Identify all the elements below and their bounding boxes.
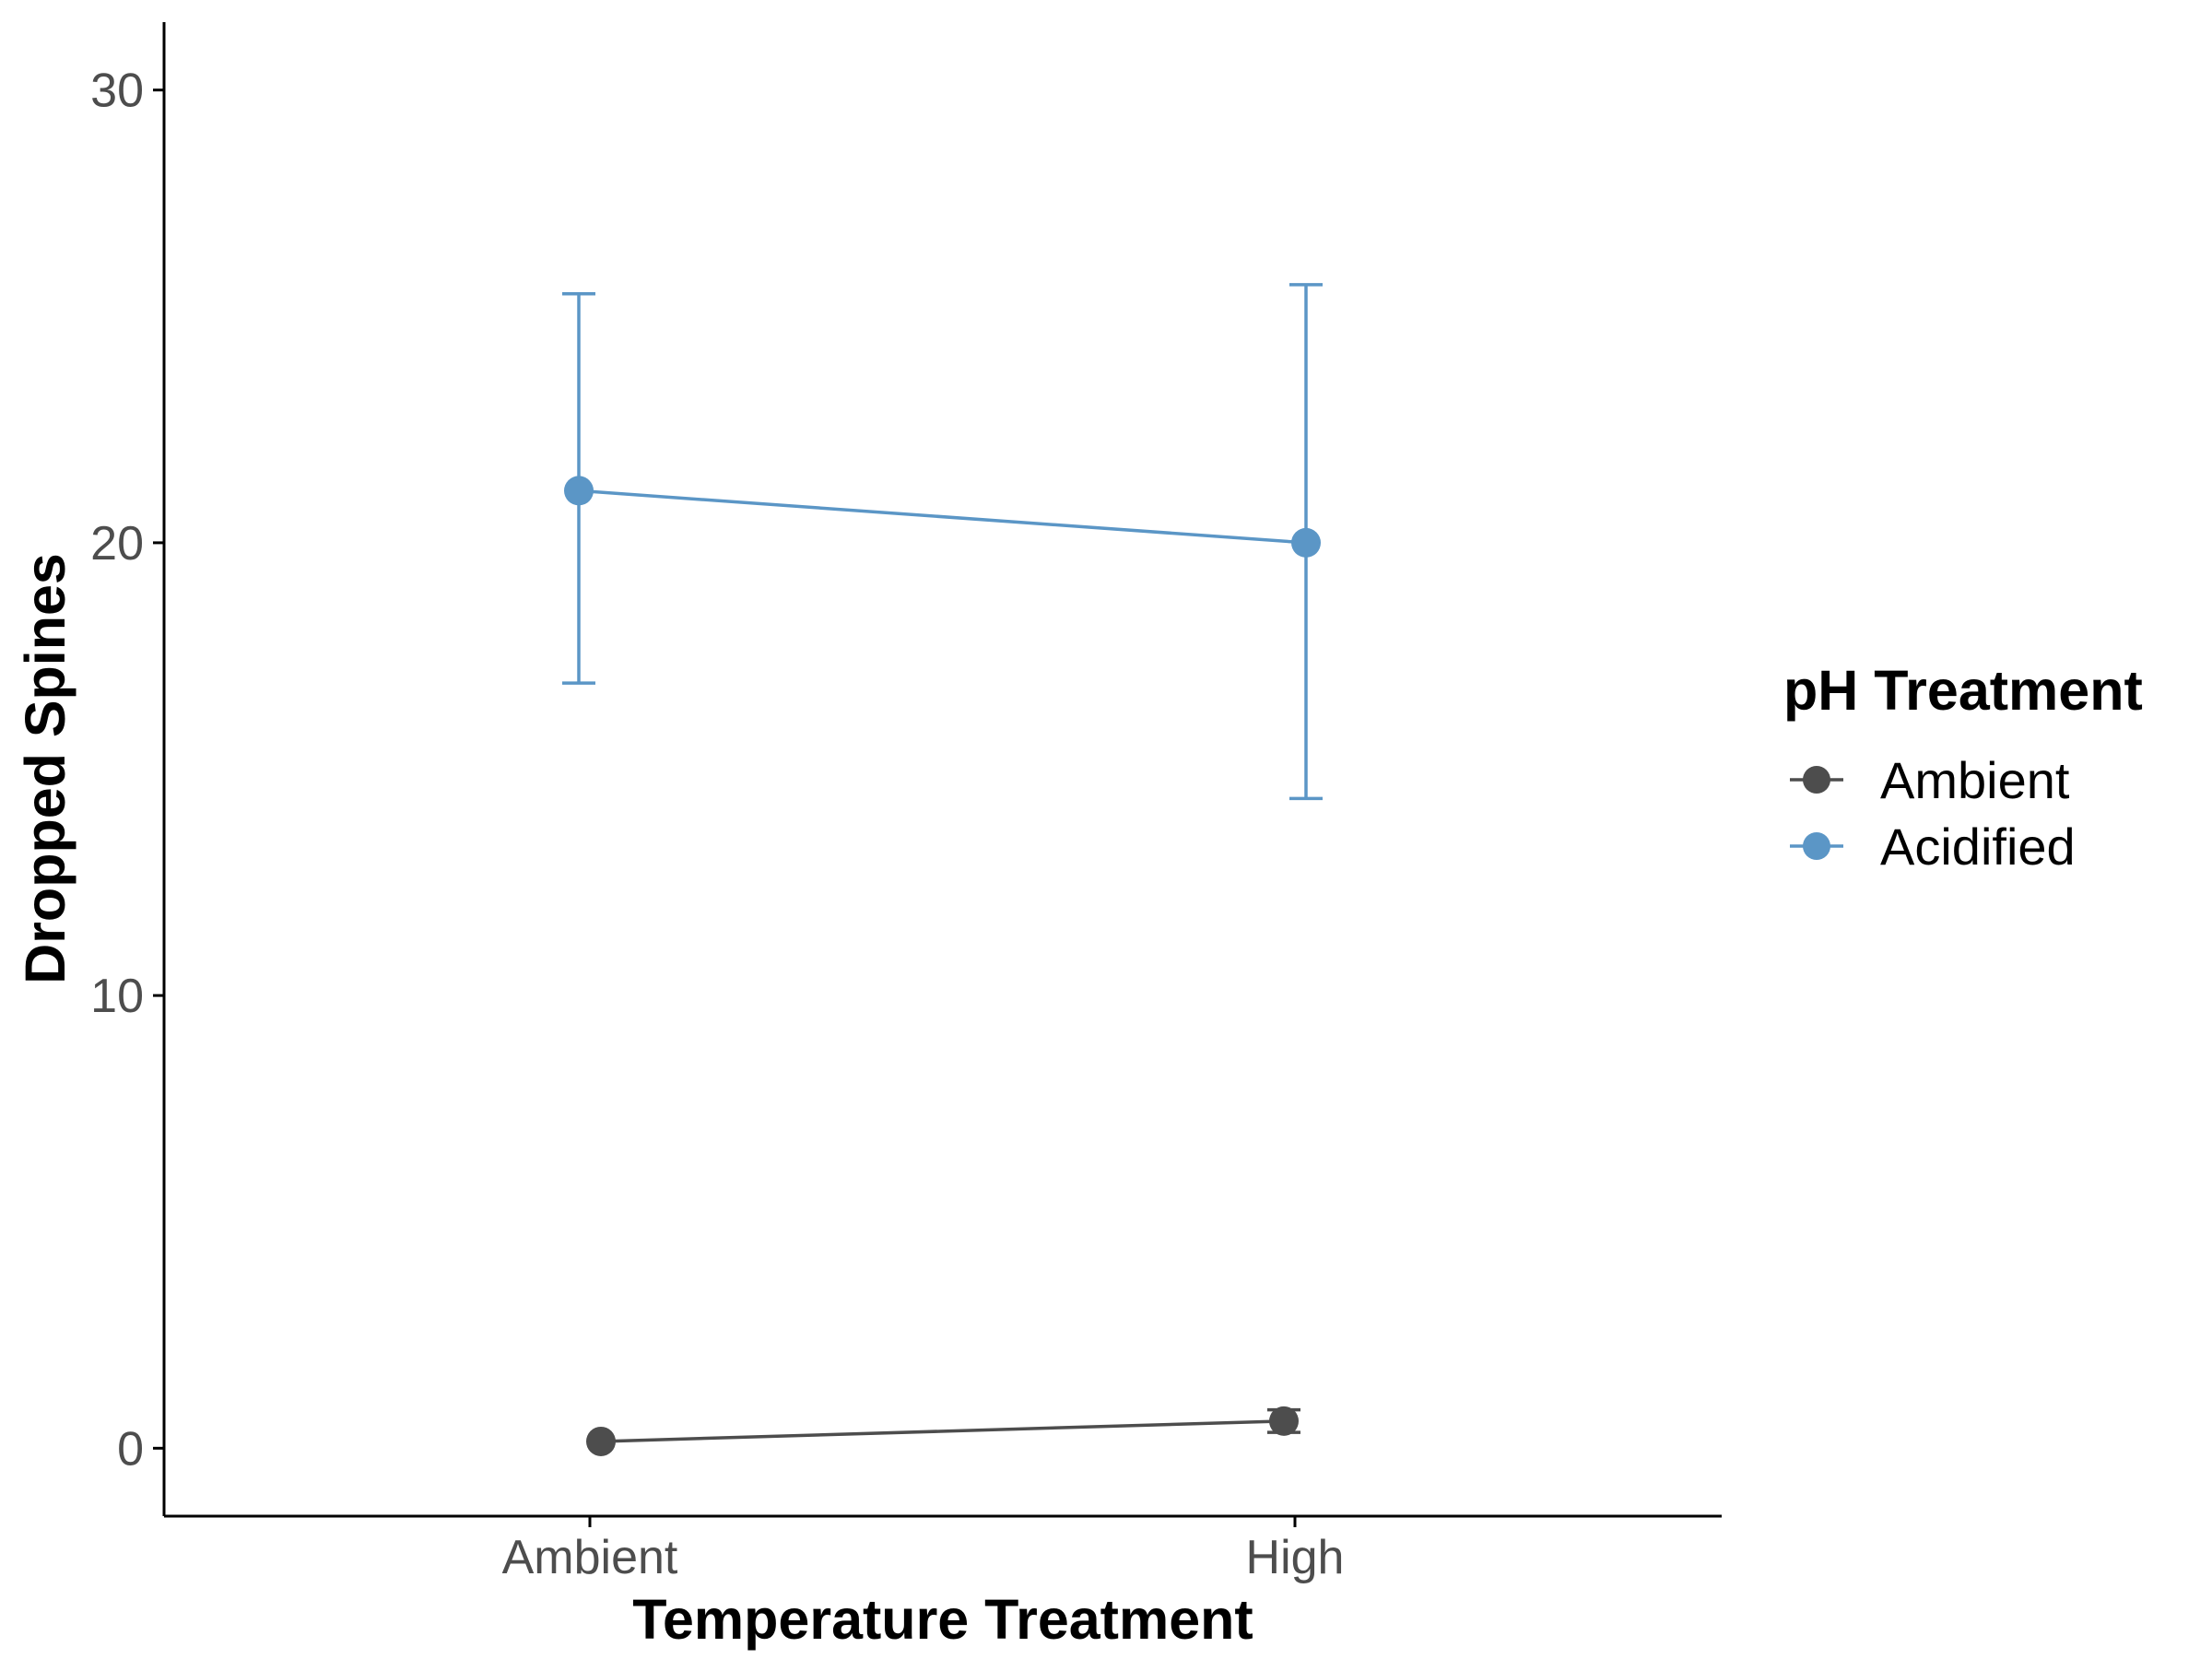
legend-title: pH Treatment: [1783, 659, 2143, 722]
y-axis-title: Dropped Spines: [14, 553, 76, 984]
y-tick-label: 30: [90, 65, 144, 118]
x-axis-ticks: Ambient High: [502, 1516, 1345, 1584]
x-axis-title: Temperature Treatment: [632, 1588, 1253, 1651]
y-tick-label: 0: [117, 1422, 144, 1476]
legend-key-point: [1803, 766, 1830, 794]
legend-label: Acidified: [1880, 818, 2076, 876]
legend-key-point: [1803, 832, 1830, 860]
series-line: [600, 1419, 1285, 1443]
data-point: [586, 1426, 616, 1456]
plot-area: [562, 283, 1323, 1456]
y-axis-ticks: 0 10 20 30: [90, 65, 164, 1476]
x-tick-label: Ambient: [502, 1531, 678, 1584]
series-acidified: [562, 283, 1323, 801]
data-point: [1291, 527, 1321, 558]
legend: pH Treatment Ambient Acidified: [1783, 659, 2143, 876]
series-ambient: [586, 1406, 1300, 1456]
y-tick-label: 10: [90, 970, 144, 1023]
data-point: [1269, 1406, 1299, 1436]
y-tick-label: 20: [90, 517, 144, 571]
x-tick-label: High: [1246, 1531, 1345, 1584]
series-line: [578, 488, 1307, 545]
legend-label: Ambient: [1880, 751, 2070, 809]
data-point: [564, 476, 594, 506]
